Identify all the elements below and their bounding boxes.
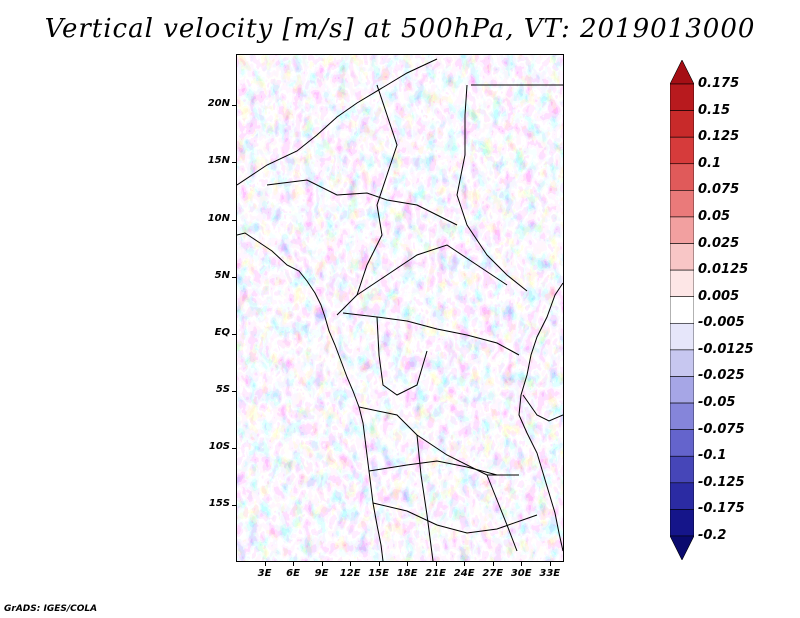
colorbar-bin	[670, 322, 694, 351]
colorbar-bin	[670, 163, 694, 191]
lat-tick	[232, 504, 236, 506]
lon-tick	[464, 562, 466, 566]
colorbar-label: -0.05	[698, 395, 736, 411]
colorbar-label: -0.0125	[698, 341, 754, 357]
lat-tick	[232, 276, 236, 278]
colorbar-label: 0.075	[698, 182, 740, 198]
colorbar-bin	[670, 535, 694, 560]
border-14	[522, 394, 563, 422]
colorbar-bin	[670, 482, 694, 510]
lon-label: 21E	[425, 568, 447, 579]
lon-tick	[435, 562, 437, 566]
lon-tick	[293, 562, 295, 566]
chart-title: Vertical velocity [m/s] at 500hPa, VT: 2…	[44, 14, 756, 44]
lon-tick	[492, 562, 494, 566]
lon-tick	[521, 562, 523, 566]
lon-label: 33E	[539, 568, 561, 579]
footer-credit: GrADS: IGES/COLA	[4, 604, 98, 614]
colorbar-label: 0.05	[698, 208, 731, 224]
colorbar-bin	[670, 296, 694, 324]
lon-tick	[350, 562, 352, 566]
colorbar-bin	[670, 60, 694, 85]
coastline-east	[518, 282, 563, 552]
lon-tick	[407, 562, 409, 566]
coastline-west	[237, 232, 384, 561]
border-1	[237, 58, 438, 186]
lat-label: 5N	[214, 269, 230, 281]
lat-tick	[232, 162, 236, 164]
colorbar-bin	[670, 190, 694, 218]
lon-label: 12E	[339, 568, 361, 579]
colorbar-label: 0.025	[698, 235, 740, 251]
velocity-field	[237, 55, 563, 561]
lat-tick	[232, 390, 236, 392]
lat-label: 20N	[207, 98, 230, 110]
lat-label: 15N	[207, 155, 230, 167]
colorbar-bin	[670, 83, 694, 111]
colorbar-bin	[670, 110, 694, 138]
colorbar-bin	[670, 402, 694, 430]
colorbar-bin	[670, 243, 694, 271]
colorbar-label: -0.125	[698, 474, 745, 490]
border-9	[368, 460, 498, 476]
border-2	[336, 84, 398, 316]
colorbar-label: -0.025	[698, 368, 745, 384]
colorbar-bin	[670, 376, 694, 404]
colorbar-bin	[670, 269, 694, 298]
border-4	[266, 179, 458, 226]
border-11	[416, 434, 434, 561]
colorbar-bin	[670, 216, 694, 244]
colorbar-label: -0.2	[698, 528, 727, 543]
lon-label: 9E	[314, 568, 329, 579]
colorbar-bin	[670, 349, 694, 377]
map-plot	[237, 55, 563, 561]
lon-tick	[549, 562, 551, 566]
colorbar-bin	[670, 136, 694, 165]
colorbar-label: -0.175	[698, 501, 745, 517]
lon-tick	[264, 562, 266, 566]
colorbar-label: -0.1	[698, 448, 727, 464]
lon-tick	[378, 562, 380, 566]
colorbar-label: 0.005	[698, 288, 740, 304]
colorbar-label: -0.075	[698, 421, 745, 437]
lat-label: EQ	[214, 326, 230, 338]
lat-label: 10N	[207, 212, 230, 224]
lat-tick	[232, 447, 236, 449]
colorbar-label: -0.005	[698, 315, 745, 331]
map-panel	[236, 54, 564, 562]
colorbar-label: 0.15	[698, 102, 731, 118]
border-10	[372, 502, 538, 534]
lon-label: 30E	[510, 568, 532, 579]
colorbar-label: 0.125	[698, 129, 740, 145]
lon-label: 27E	[482, 568, 504, 579]
colorbar-bin	[670, 455, 694, 484]
colorbar-bin	[670, 509, 694, 537]
lat-label: 5S	[215, 383, 230, 395]
border-5	[356, 244, 508, 296]
border-7	[376, 316, 428, 396]
lon-tick	[321, 562, 323, 566]
lon-label: 3E	[257, 568, 272, 579]
lon-label: 6E	[286, 568, 300, 579]
lat-tick	[232, 333, 236, 335]
border-12	[486, 474, 518, 552]
colorbar-bin	[670, 429, 694, 457]
lat-label: 10S	[208, 440, 230, 452]
colorbar-label: 0.175	[698, 76, 740, 91]
lon-label: 24E	[453, 568, 475, 579]
lat-tick	[232, 105, 236, 107]
colorbar-label: 0.0125	[698, 262, 749, 278]
border-3	[456, 84, 528, 292]
lat-tick	[232, 219, 236, 221]
country-borders	[237, 58, 563, 561]
colorbar	[670, 60, 694, 560]
lat-label: 15S	[208, 497, 230, 509]
lon-label: 18E	[396, 568, 418, 579]
lon-label: 15E	[368, 568, 389, 579]
colorbar-label: 0.1	[698, 155, 722, 171]
